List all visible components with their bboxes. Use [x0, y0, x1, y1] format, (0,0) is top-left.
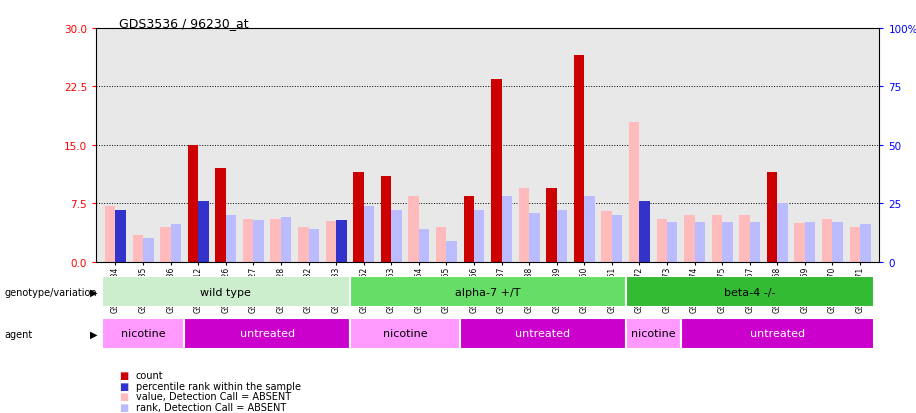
Text: agent: agent	[5, 329, 33, 339]
Bar	[573, 56, 584, 262]
Bar	[712, 216, 722, 262]
Bar	[143, 239, 154, 262]
Bar	[243, 219, 254, 262]
Bar	[629, 122, 639, 262]
Bar	[667, 223, 678, 262]
Text: rank, Detection Call = ABSENT: rank, Detection Call = ABSENT	[136, 402, 286, 412]
Text: beta-4 -/-: beta-4 -/-	[724, 287, 776, 297]
Bar	[281, 218, 291, 262]
Bar	[529, 213, 540, 262]
Bar	[584, 197, 594, 262]
Bar	[102, 318, 184, 349]
Bar	[833, 223, 843, 262]
Text: ■: ■	[119, 402, 128, 412]
Bar	[254, 220, 264, 262]
Bar	[198, 202, 209, 262]
Bar	[612, 216, 622, 262]
Bar	[518, 188, 529, 262]
Bar	[215, 169, 225, 262]
Bar	[694, 223, 705, 262]
Bar	[860, 225, 870, 262]
Bar	[160, 227, 170, 262]
Text: untreated: untreated	[240, 328, 295, 339]
Bar	[188, 146, 198, 262]
Bar	[778, 204, 788, 262]
Bar	[350, 318, 460, 349]
Bar	[767, 173, 778, 262]
Bar	[115, 211, 126, 262]
Bar	[474, 211, 485, 262]
Bar	[684, 216, 694, 262]
Bar	[419, 230, 430, 262]
Bar	[391, 211, 402, 262]
Bar	[446, 241, 457, 262]
Bar	[750, 223, 760, 262]
Text: wild type: wild type	[201, 287, 251, 297]
Text: count: count	[136, 370, 163, 380]
Bar	[105, 206, 115, 262]
Bar	[354, 173, 364, 262]
Text: nicotine: nicotine	[631, 328, 675, 339]
Bar	[102, 277, 350, 308]
Bar	[298, 227, 309, 262]
Bar	[546, 188, 557, 262]
Bar	[350, 277, 626, 308]
Bar	[602, 212, 612, 262]
Bar	[739, 216, 750, 262]
Text: percentile rank within the sample: percentile rank within the sample	[136, 381, 300, 391]
Bar	[381, 177, 391, 262]
Text: ▶: ▶	[90, 329, 97, 339]
Bar	[409, 196, 419, 262]
Bar	[364, 206, 374, 262]
Text: genotype/variation: genotype/variation	[5, 287, 97, 297]
Bar	[491, 79, 502, 262]
Bar	[436, 227, 446, 262]
Text: untreated: untreated	[516, 328, 571, 339]
Bar	[184, 318, 350, 349]
Bar	[325, 222, 336, 262]
Bar	[722, 223, 733, 262]
Bar	[170, 225, 181, 262]
Bar	[557, 211, 567, 262]
Bar	[133, 235, 143, 262]
Bar	[336, 220, 346, 262]
Bar	[270, 219, 281, 262]
Bar	[794, 223, 805, 262]
Text: nicotine: nicotine	[121, 328, 166, 339]
Text: ■: ■	[119, 392, 128, 401]
Bar	[681, 318, 874, 349]
Bar	[626, 277, 874, 308]
Text: nicotine: nicotine	[383, 328, 428, 339]
Bar	[225, 216, 236, 262]
Text: alpha-7 +/T: alpha-7 +/T	[455, 287, 520, 297]
Text: value, Detection Call = ABSENT: value, Detection Call = ABSENT	[136, 392, 290, 401]
Text: untreated: untreated	[750, 328, 805, 339]
Text: ■: ■	[119, 370, 128, 380]
Bar	[805, 223, 815, 262]
Bar	[849, 227, 860, 262]
Text: GDS3536 / 96230_at: GDS3536 / 96230_at	[119, 17, 249, 29]
Bar	[309, 230, 319, 262]
Bar	[460, 318, 626, 349]
Text: ▶: ▶	[90, 287, 97, 297]
Bar	[639, 202, 650, 262]
Bar	[502, 197, 512, 262]
Text: ■: ■	[119, 381, 128, 391]
Bar	[822, 219, 833, 262]
Bar	[657, 219, 667, 262]
Bar	[463, 196, 474, 262]
Bar	[626, 318, 681, 349]
